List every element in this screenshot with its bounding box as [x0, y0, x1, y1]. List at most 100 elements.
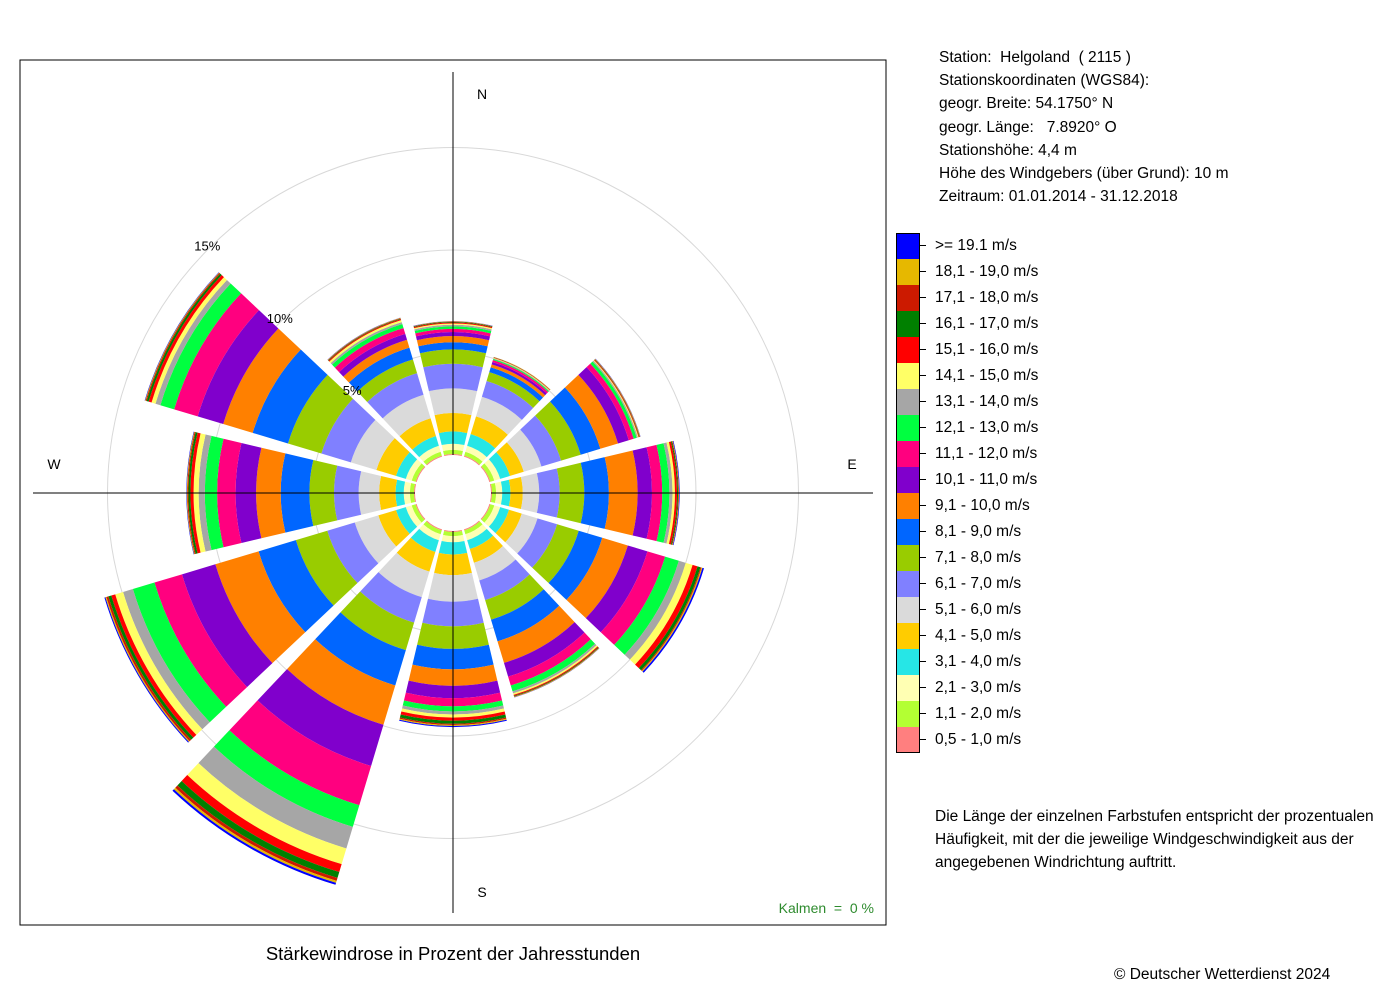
band-240-12: [132, 582, 227, 723]
band-60-11: [586, 363, 634, 441]
sector-60: [480, 358, 641, 483]
band-180-14: [401, 708, 505, 718]
legend-swatch: [896, 415, 920, 441]
legend-swatch: [896, 675, 920, 701]
band-210-3: [410, 528, 439, 552]
band-330-1: [423, 451, 442, 465]
legend-swatch: [896, 285, 920, 311]
band-0-16: [413, 321, 493, 328]
direction-label-south: S: [477, 884, 486, 900]
band-270-19: [186, 431, 194, 555]
band-120-9: [566, 537, 628, 619]
copyright: © Deutscher Wetterdienst 2024: [1114, 966, 1331, 983]
plot-frame: [19, 59, 887, 926]
legend-tick: [920, 531, 926, 532]
band-210-4: [396, 537, 436, 572]
band-300-0: [415, 466, 426, 483]
legend-tick: [920, 349, 926, 350]
band-240-0: [415, 503, 426, 520]
band-120-16: [638, 566, 701, 671]
time-period: Zeitraum: 01.01.2014 - 31.12.2018: [939, 188, 1178, 206]
band-330-13: [330, 322, 403, 365]
band-330-10: [339, 333, 408, 377]
band-120-2: [484, 505, 501, 527]
chart-title: Stärkewindrose in Prozent der Jahresstun…: [265, 943, 641, 964]
legend-tick: [920, 505, 926, 506]
band-0-11: [415, 328, 491, 337]
radial-tick-labels: 5% 10% 15%: [194, 238, 362, 398]
legend-label: 8,1 - 9,0 m/s: [935, 523, 1022, 540]
band-90-16: [670, 441, 678, 545]
legend-tick: [920, 661, 926, 662]
band-240-13: [123, 589, 210, 730]
band-240-6: [327, 522, 379, 584]
band-150-11: [508, 632, 591, 686]
legend-tick: [920, 479, 926, 480]
band-120-10: [585, 545, 648, 633]
band-60-8: [550, 387, 601, 455]
band-60-2: [484, 459, 501, 481]
band-60-0: [480, 466, 491, 483]
band-270-13: [198, 434, 212, 552]
band-300-5: [350, 419, 395, 470]
explanation-note: Die Länge der einzelnen Farbstufen entsp…: [935, 808, 1374, 871]
legend-swatch: [896, 467, 920, 493]
legend-swatch: [896, 571, 920, 597]
legend-label: 1,1 - 2,0 m/s: [935, 705, 1022, 722]
legend-tick: [920, 635, 926, 636]
direction-label-west: W: [47, 456, 61, 472]
legend-swatch: [896, 701, 920, 727]
band-30-7: [486, 372, 540, 408]
band-180-13: [402, 705, 504, 715]
band-270-16: [188, 432, 198, 554]
band-330-2: [419, 445, 441, 462]
band-90-19: [672, 440, 680, 546]
band-120-15: [635, 564, 698, 669]
legend-swatch: [896, 259, 920, 285]
band-60-5: [506, 429, 542, 472]
band-330-12: [332, 324, 404, 368]
band-330-3: [412, 435, 439, 458]
band-30-3: [467, 434, 496, 458]
legend-label: 10,1 - 11,0 m/s: [935, 471, 1038, 488]
band-60-7: [535, 401, 581, 461]
legend-label: 4,1 - 5,0 m/s: [935, 627, 1022, 644]
band-150-3: [467, 528, 494, 550]
legend-label: 2,1 - 3,0 m/s: [935, 679, 1022, 696]
band-150-10: [503, 622, 585, 677]
band-30-11: [492, 360, 549, 394]
band-300-14: [151, 277, 227, 404]
legend-tick: [920, 687, 926, 688]
legend-tick: [920, 557, 926, 558]
band-210-11: [229, 700, 372, 806]
band-30-5: [476, 396, 522, 435]
band-240-14: [115, 591, 203, 735]
station-info: Station: Helgoland ( 2115 ) Stationskoor…: [939, 46, 1228, 208]
legend-swatch: [896, 519, 920, 545]
band-240-10: [181, 564, 273, 688]
sector-210: [172, 520, 443, 885]
sector-30: [463, 356, 551, 466]
band-150-4: [469, 535, 503, 563]
band-120-11: [600, 551, 666, 645]
legend-label: 12,1 - 13,0 m/s: [935, 419, 1039, 436]
legend-swatch: [896, 545, 920, 571]
band-210-9: [287, 639, 396, 725]
band-240-15: [111, 594, 197, 738]
band-270-18: [186, 431, 195, 555]
band-60-1: [481, 463, 495, 482]
legend-tick: [920, 713, 926, 714]
band-120-6: [517, 518, 558, 568]
band-120-4: [495, 509, 522, 543]
band-210-14: [187, 763, 347, 865]
band-150-2: [465, 524, 487, 541]
legend-label: 7,1 - 8,0 m/s: [935, 549, 1022, 566]
band-300-11: [174, 293, 259, 417]
band-330-4: [399, 418, 436, 450]
band-210-0: [426, 520, 443, 531]
band-150-1: [464, 521, 483, 535]
band-0-15: [413, 322, 493, 329]
legend-label: 5,1 - 6,0 m/s: [935, 601, 1022, 618]
legend-tick: [920, 297, 926, 298]
legend-label: 0,5 - 1,0 m/s: [935, 731, 1022, 748]
